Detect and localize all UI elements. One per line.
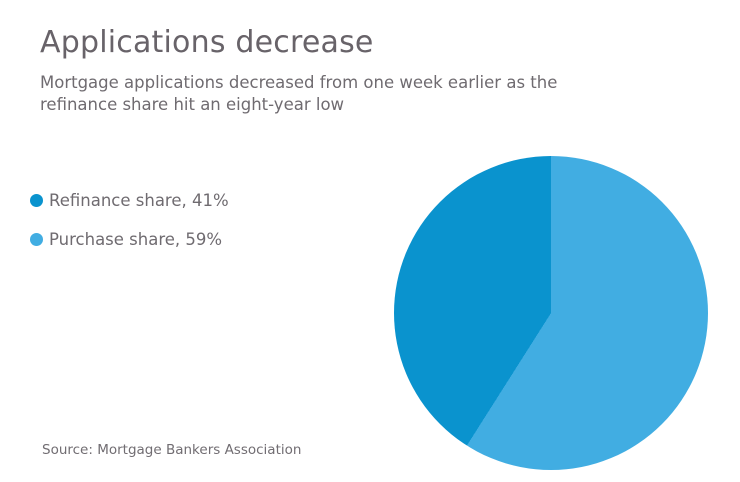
legend-item-refinance: Refinance share, 41% [30, 190, 229, 210]
refinance-dot-icon [30, 193, 43, 207]
chart-title: Applications decrease [40, 25, 374, 60]
legend-label-refinance: Refinance share, 41% [49, 190, 229, 210]
chart-subtitle-line1: Mortgage applications decreased from one… [40, 73, 558, 92]
chart-legend: Refinance share, 41% Purchase share, 59% [30, 190, 229, 268]
legend-label-purchase: Purchase share, 59% [49, 229, 223, 249]
legend-item-purchase: Purchase share, 59% [30, 229, 229, 249]
chart-subtitle-line2: refinance share hit an eight-year low [40, 95, 345, 114]
source-note: Source: Mortgage Bankers Association [42, 442, 302, 458]
pie-chart [394, 156, 708, 470]
purchase-dot-icon [30, 232, 43, 246]
chart-subtitle: Mortgage applications decreased from one… [40, 72, 557, 116]
